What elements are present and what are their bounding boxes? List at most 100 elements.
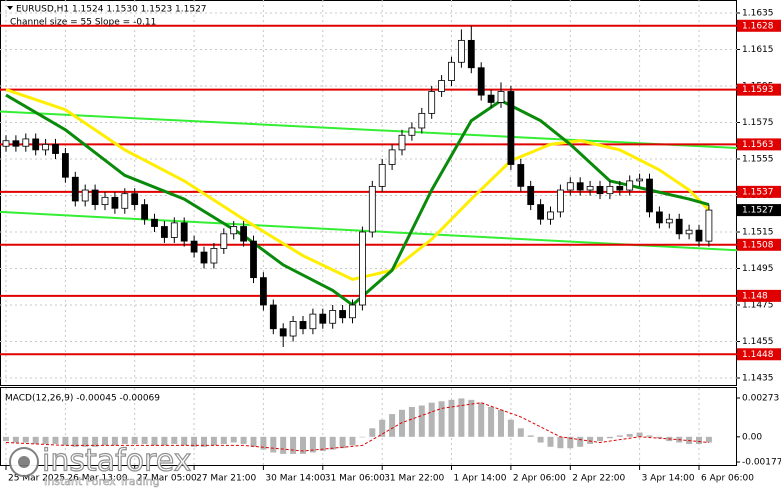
level-tag <box>737 289 781 302</box>
macd-panel <box>0 387 737 466</box>
candle-body <box>170 222 178 238</box>
candle-body <box>448 61 455 81</box>
candle-body <box>487 94 495 103</box>
chart-subtitle: Channel size = 55 Slope = -0.11 <box>10 18 156 28</box>
y-tick-label: 0.00273 <box>742 394 779 404</box>
x-tick-label: 2 Apr 22:00 <box>572 474 625 484</box>
candle-body <box>527 185 535 206</box>
candle-body <box>299 321 307 330</box>
macd-bar <box>606 436 613 439</box>
y-tick-label: 1.1515 <box>742 228 774 238</box>
macd-bar <box>369 428 376 437</box>
macd-bar <box>161 436 168 446</box>
macd-bar <box>656 436 663 439</box>
x-tick-label: 31 Mar 22:00 <box>384 474 444 484</box>
last-price-label: 1.1527 <box>742 206 774 216</box>
candle-body <box>250 240 257 279</box>
candle-body <box>319 313 327 324</box>
macd-bar <box>488 406 495 437</box>
candle-body <box>428 91 436 114</box>
signal-line <box>5 402 709 452</box>
candle-body <box>32 138 40 151</box>
macd-bar <box>527 435 534 437</box>
candle-body <box>408 127 416 136</box>
macd-bar <box>498 409 504 437</box>
macd-bar <box>191 436 198 447</box>
candle-body <box>596 185 604 195</box>
candle-body <box>81 189 89 202</box>
candle-body <box>646 178 653 213</box>
macd-bar <box>389 414 396 437</box>
candle-body <box>705 209 713 242</box>
macd-bar <box>597 436 603 442</box>
macd-bar <box>705 436 712 443</box>
macd-bar <box>201 436 207 447</box>
macd-bar <box>32 436 39 444</box>
candle-body <box>457 39 465 63</box>
macd-bar <box>250 436 257 447</box>
y-tick-label: 1.1435 <box>742 374 774 384</box>
macd-bar <box>319 436 326 452</box>
macd-bar <box>3 436 9 442</box>
x-tick-label: 27 Mar 21:00 <box>196 474 256 484</box>
candle-body <box>339 310 347 319</box>
candle-body <box>467 39 475 69</box>
macd-bar <box>240 436 247 444</box>
candle-body <box>101 196 109 206</box>
macd-bar <box>220 436 227 444</box>
candle-body <box>695 229 703 242</box>
level-tag <box>737 238 781 251</box>
y-tick-label: 0.00 <box>742 432 762 442</box>
macd-bar <box>636 432 643 437</box>
macd-bar <box>151 436 158 446</box>
macd-bar <box>557 436 564 449</box>
x-tick-label: 2 Apr 06:00 <box>513 474 566 484</box>
macd-bar <box>260 436 267 450</box>
macd-bar <box>181 436 188 446</box>
macd-bar <box>408 406 415 437</box>
macd-bar <box>696 436 702 444</box>
last-price-tag <box>737 204 781 217</box>
macd-bar <box>517 428 524 437</box>
level-tag <box>737 185 781 198</box>
candle-body <box>626 180 634 191</box>
candle-body <box>378 164 386 187</box>
macd-bar <box>270 436 277 453</box>
candle-body <box>388 149 396 165</box>
macd-bar <box>141 436 148 444</box>
macd-bar <box>339 436 346 449</box>
logo <box>18 456 30 468</box>
macd-bar <box>290 436 297 454</box>
candle-body <box>12 140 20 147</box>
y-tick-label: 1.1575 <box>742 118 774 128</box>
x-tick-label: 30 Mar 14:00 <box>265 474 325 484</box>
macd-title: MACD(12,26,9) -0.00045 -0.00069 <box>5 394 160 404</box>
y-tick-label: 1.1635 <box>742 9 774 19</box>
candle-body <box>329 310 337 324</box>
candle-body <box>269 304 277 330</box>
y-tick-label: 1.1615 <box>742 45 774 55</box>
watermark-tagline: Instant Forex Trading <box>44 475 160 488</box>
candle-body <box>141 204 149 220</box>
candle-body <box>62 153 69 178</box>
candle-body <box>151 218 158 227</box>
candle-body <box>398 134 406 151</box>
y-tick-label: 1.1495 <box>742 264 774 274</box>
candle-body <box>586 185 594 191</box>
macd-bar <box>587 436 594 444</box>
macd-bar <box>329 436 336 450</box>
candle-body <box>200 251 208 264</box>
candle-body <box>557 189 564 213</box>
macd-bar <box>616 435 623 437</box>
macd-bar <box>567 436 574 449</box>
candle-body <box>616 185 624 191</box>
chart-title: EURUSD,H1 1.1524 1.1530 1.1523 1.1527 <box>16 5 207 15</box>
candle-body <box>418 112 426 129</box>
macd-bar <box>626 433 633 437</box>
x-tick-label: 3 Apr 14:00 <box>642 474 695 484</box>
candle-body <box>566 182 574 191</box>
level-tag <box>737 83 781 96</box>
candle-body <box>606 185 614 195</box>
candle-body <box>279 328 287 337</box>
candle-body <box>497 91 505 103</box>
